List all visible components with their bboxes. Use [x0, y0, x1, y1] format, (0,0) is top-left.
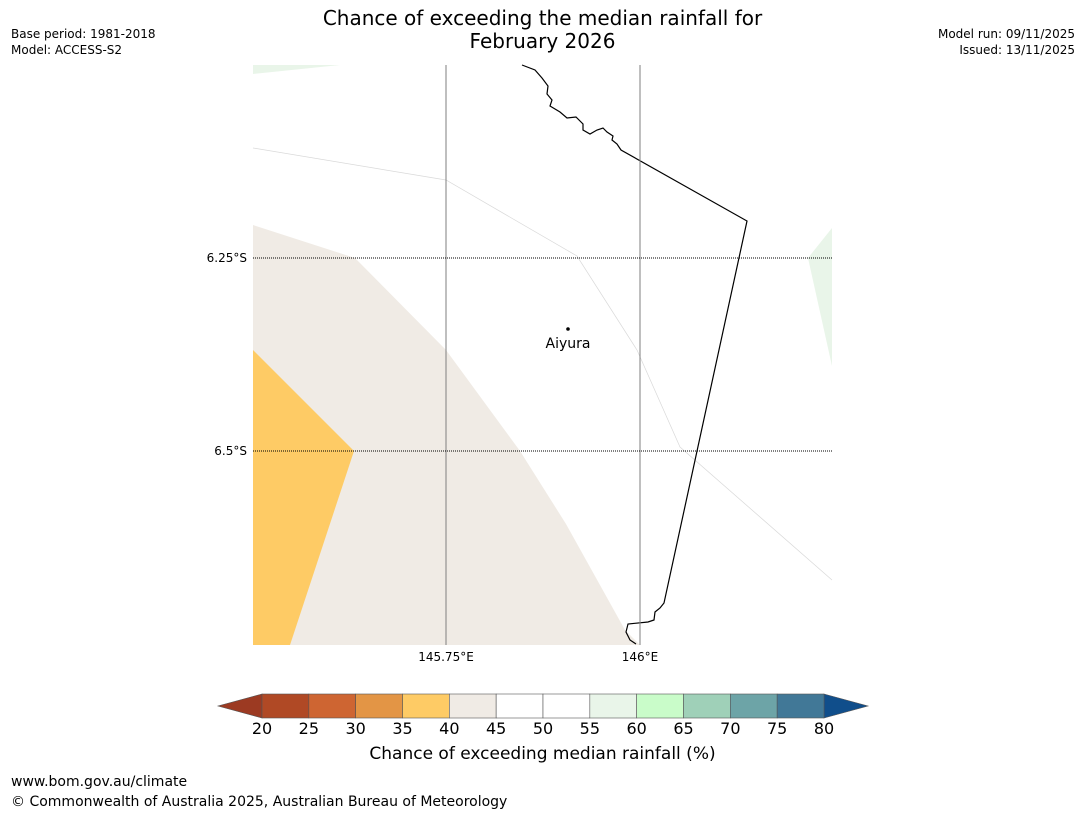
- chart-title-line1: Chance of exceeding the median rainfall …: [322, 6, 763, 30]
- band-55-60-region-top: [253, 65, 340, 74]
- colorbar-tick-80: 80: [813, 719, 835, 738]
- colorbar-bin-55-60: [589, 693, 637, 719]
- lat-label-6-25: 6.25°S: [206, 251, 247, 265]
- colorbar-bin-35-40: [402, 693, 450, 719]
- colorbar-bin-25-30: [308, 693, 356, 719]
- footer-copyright: © Commonwealth of Australia 2025, Austra…: [11, 794, 508, 810]
- colorbar-label: Chance of exceeding median rainfall (%): [369, 744, 716, 764]
- band-55-60-region-right: [808, 228, 832, 366]
- lat-label-6-5: 6.5°S: [214, 444, 247, 458]
- place-label-aiyura: Aiyura: [545, 336, 591, 352]
- coastline: [521, 64, 748, 645]
- colorbar-bin-40-45: [449, 693, 497, 719]
- colorbar-bin-45-50: [495, 693, 544, 719]
- colorbar-tick-35: 35: [392, 719, 413, 738]
- colorbar-bin-70-75: [730, 693, 778, 719]
- colorbar-tick-65: 65: [673, 719, 694, 738]
- colorbar-tick-40: 40: [439, 719, 460, 738]
- aiyura-marker: [566, 327, 570, 331]
- meta-left: Base period: 1981-2018 Model: ACCESS-S2: [11, 26, 156, 58]
- band-35-40-region: [253, 350, 354, 645]
- model-text: Model: ACCESS-S2: [11, 43, 123, 57]
- base-period-text: Base period: 1981-2018: [11, 27, 156, 41]
- lon-label-145-75: 145.75°E: [418, 650, 474, 664]
- colorbar-bin-60-65: [636, 693, 684, 719]
- chart-title: Chance of exceeding the median rainfall …: [0, 7, 1085, 53]
- colorbar-bins: [261, 693, 825, 719]
- colorbar-tick-30: 30: [345, 719, 366, 738]
- chart-title-line2: February 2026: [469, 29, 616, 53]
- colorbar-under-arrow: [216, 693, 263, 719]
- meta-right: Model run: 09/11/2025 Issued: 13/11/2025: [938, 26, 1075, 58]
- colorbar-tick-55: 55: [579, 719, 601, 738]
- lon-label-146: 146°E: [621, 650, 659, 664]
- issued-text: Issued: 13/11/2025: [959, 43, 1075, 57]
- footer-url: www.bom.gov.au/climate: [11, 774, 188, 790]
- colorbar-over-arrow: [823, 693, 870, 719]
- colorbar-bin-50-55: [542, 693, 591, 719]
- model-run-text: Model run: 09/11/2025: [937, 27, 1075, 41]
- colorbar-bin-65-70: [683, 693, 731, 719]
- colorbar-bin-20-25: [261, 693, 310, 719]
- colorbar-tick-25: 25: [298, 719, 320, 738]
- colorbar-tick-20: 20: [251, 719, 273, 738]
- colorbar-tick-45: 45: [485, 719, 507, 738]
- colorbar-tick-60: 60: [626, 719, 647, 738]
- colorbar-tick-75: 75: [766, 719, 788, 738]
- colorbar-bin-30-35: [355, 693, 403, 719]
- colorbar-tick-50: 50: [532, 719, 554, 738]
- colorbar-tick-70: 70: [720, 719, 741, 738]
- colorbar-bin-75-80: [776, 693, 825, 719]
- contour-line-a: [252, 147, 833, 581]
